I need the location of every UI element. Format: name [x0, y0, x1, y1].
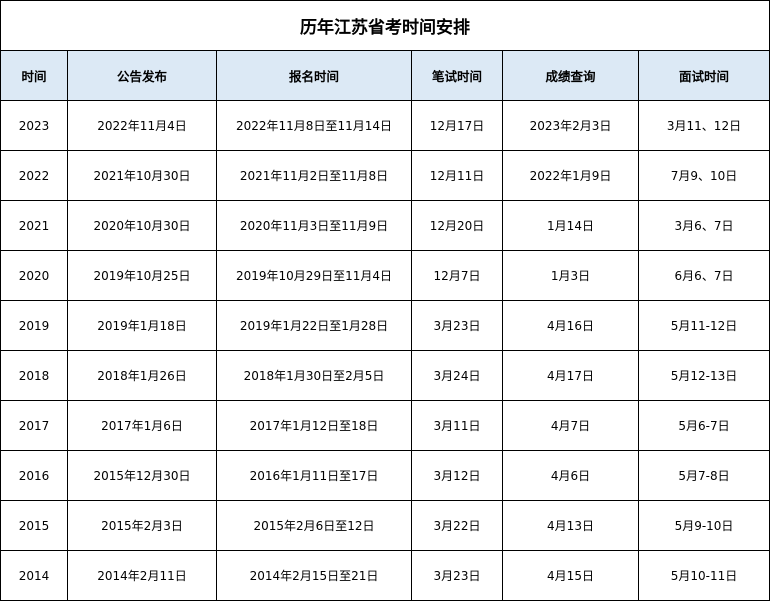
cell-registration: 2019年10月29日至11月4日: [216, 250, 412, 301]
cell-interview: 6月6、7日: [638, 250, 770, 301]
cell-announcement: 2017年1月6日: [67, 400, 217, 451]
table-title: 历年江苏省考时间安排: [0, 0, 770, 51]
cell-score-query: 4月17日: [502, 350, 639, 401]
cell-interview: 5月6-7日: [638, 400, 770, 451]
cell-interview: 5月7-8日: [638, 450, 770, 501]
column-header-registration: 报名时间: [216, 50, 412, 101]
cell-interview: 3月6、7日: [638, 200, 770, 251]
table-row: 2019 2019年1月18日 2019年1月22日至1月28日 3月23日 4月16日…: [0, 300, 770, 351]
table-row: 2016 2015年12月30日 2016年1月11日至17日 3月12日 4月6日 5月…: [0, 450, 770, 501]
cell-registration: 2020年11月3日至11月9日: [216, 200, 412, 251]
cell-announcement: 2022年11月4日: [67, 100, 217, 151]
table-row: 2020 2019年10月25日 2019年10月29日至11月4日 12月7日 1月3…: [0, 250, 770, 301]
cell-year: 2020: [0, 250, 68, 301]
cell-score-query: 2022年1月9日: [502, 150, 639, 201]
cell-interview: 3月11、12日: [638, 100, 770, 151]
cell-interview: 5月9-10日: [638, 500, 770, 551]
cell-score-query: 4月15日: [502, 550, 639, 601]
cell-year: 2015: [0, 500, 68, 551]
cell-interview: 5月10-11日: [638, 550, 770, 601]
table-row: 2017 2017年1月6日 2017年1月12日至18日 3月11日 4月7日 5月6-…: [0, 400, 770, 451]
cell-registration: 2016年1月11日至17日: [216, 450, 412, 501]
cell-written-exam: 3月23日: [411, 550, 503, 601]
cell-written-exam: 12月11日: [411, 150, 503, 201]
table-row: 2018 2018年1月26日 2018年1月30日至2月5日 3月24日 4月17日 5…: [0, 350, 770, 401]
table-row: 2014 2014年2月11日 2014年2月15日至21日 3月23日 4月15日 5月…: [0, 550, 770, 601]
cell-written-exam: 3月24日: [411, 350, 503, 401]
cell-score-query: 4月7日: [502, 400, 639, 451]
cell-registration: 2015年2月6日至12日: [216, 500, 412, 551]
cell-announcement: 2019年1月18日: [67, 300, 217, 351]
table-row: 2023 2022年11月4日 2022年11月8日至11月14日 12月17日 202…: [0, 100, 770, 151]
cell-announcement: 2020年10月30日: [67, 200, 217, 251]
column-header-announcement: 公告发布: [67, 50, 217, 101]
column-header-year: 时间: [0, 50, 68, 101]
cell-score-query: 1月14日: [502, 200, 639, 251]
cell-score-query: 1月3日: [502, 250, 639, 301]
cell-announcement: 2019年10月25日: [67, 250, 217, 301]
cell-registration: 2014年2月15日至21日: [216, 550, 412, 601]
cell-announcement: 2015年2月3日: [67, 500, 217, 551]
cell-written-exam: 3月22日: [411, 500, 503, 551]
cell-year: 2021: [0, 200, 68, 251]
cell-year: 2016: [0, 450, 68, 501]
title-row: 历年江苏省考时间安排: [0, 0, 770, 51]
cell-year: 2014: [0, 550, 68, 601]
column-header-score-query: 成绩查询: [502, 50, 639, 101]
cell-year: 2019: [0, 300, 68, 351]
cell-registration: 2022年11月8日至11月14日: [216, 100, 412, 151]
cell-written-exam: 12月7日: [411, 250, 503, 301]
cell-year: 2023: [0, 100, 68, 151]
cell-registration: 2021年11月2日至11月8日: [216, 150, 412, 201]
cell-written-exam: 3月23日: [411, 300, 503, 351]
cell-year: 2017: [0, 400, 68, 451]
cell-written-exam: 12月20日: [411, 200, 503, 251]
cell-announcement: 2015年12月30日: [67, 450, 217, 501]
cell-interview: 7月9、10日: [638, 150, 770, 201]
cell-written-exam: 12月17日: [411, 100, 503, 151]
cell-score-query: 4月13日: [502, 500, 639, 551]
cell-registration: 2018年1月30日至2月5日: [216, 350, 412, 401]
cell-interview: 5月11-12日: [638, 300, 770, 351]
cell-written-exam: 3月11日: [411, 400, 503, 451]
column-header-interview: 面试时间: [638, 50, 770, 101]
table-row: 2015 2015年2月3日 2015年2月6日至12日 3月22日 4月13日 5月9-…: [0, 500, 770, 551]
header-row: 时间 公告发布 报名时间 笔试时间 成绩查询 面试时间: [0, 50, 770, 101]
cell-year: 2022: [0, 150, 68, 201]
column-header-written-exam: 笔试时间: [411, 50, 503, 101]
cell-score-query: 4月16日: [502, 300, 639, 351]
table-row: 2021 2020年10月30日 2020年11月3日至11月9日 12月20日 1月1…: [0, 200, 770, 251]
cell-score-query: 4月6日: [502, 450, 639, 501]
cell-announcement: 2021年10月30日: [67, 150, 217, 201]
table-row: 2022 2021年10月30日 2021年11月2日至11月8日 12月11日 202…: [0, 150, 770, 201]
cell-registration: 2017年1月12日至18日: [216, 400, 412, 451]
cell-year: 2018: [0, 350, 68, 401]
cell-written-exam: 3月12日: [411, 450, 503, 501]
cell-registration: 2019年1月22日至1月28日: [216, 300, 412, 351]
cell-announcement: 2014年2月11日: [67, 550, 217, 601]
cell-announcement: 2018年1月26日: [67, 350, 217, 401]
cell-score-query: 2023年2月3日: [502, 100, 639, 151]
cell-interview: 5月12-13日: [638, 350, 770, 401]
